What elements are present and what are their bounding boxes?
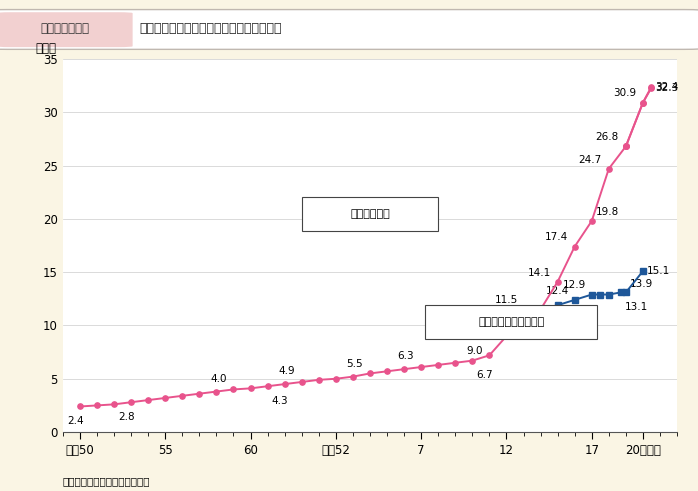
FancyBboxPatch shape (0, 12, 133, 47)
Text: （％）: （％） (35, 42, 56, 55)
Text: 女性委員割合: 女性委員割合 (350, 209, 389, 219)
FancyBboxPatch shape (0, 10, 698, 50)
Text: 11.5: 11.5 (495, 295, 518, 305)
Text: 4.0: 4.0 (210, 374, 226, 384)
Text: 17.4: 17.4 (544, 232, 567, 243)
Text: 13.1: 13.1 (625, 302, 648, 312)
Text: 10.4: 10.4 (476, 331, 500, 341)
Text: 12.4: 12.4 (546, 286, 569, 296)
Text: 女性の専門委員等割合: 女性の専門委員等割合 (478, 317, 544, 327)
FancyBboxPatch shape (302, 197, 438, 231)
Text: 5.5: 5.5 (346, 359, 363, 369)
Text: 4.9: 4.9 (278, 366, 295, 376)
Text: 10.6: 10.6 (495, 329, 518, 339)
Text: 2.4: 2.4 (68, 416, 84, 426)
Text: 24.7: 24.7 (579, 155, 602, 164)
Text: 9.0: 9.0 (466, 346, 482, 356)
Text: 6.3: 6.3 (398, 351, 414, 361)
Text: 11.9: 11.9 (562, 315, 585, 325)
Text: 国の審議会等における女性委員割合の推移: 国の審議会等における女性委員割合の推移 (140, 22, 282, 35)
Text: 14.1: 14.1 (528, 268, 551, 277)
Text: （備考）内閣府資料より作成。: （備考）内閣府資料より作成。 (63, 476, 150, 486)
Text: 4.3: 4.3 (272, 396, 288, 406)
Text: 第１－１－６図: 第１－１－６図 (40, 22, 89, 35)
Text: 2.8: 2.8 (119, 412, 135, 422)
Text: 12.9: 12.9 (563, 280, 586, 290)
Text: 15.1: 15.1 (647, 266, 670, 276)
Text: 19.8: 19.8 (596, 207, 619, 217)
Text: 32.4: 32.4 (655, 82, 679, 92)
Text: 6.7: 6.7 (477, 370, 493, 381)
FancyBboxPatch shape (425, 305, 597, 339)
Text: 32.3: 32.3 (655, 82, 679, 93)
Text: 26.8: 26.8 (595, 132, 619, 142)
Text: 30.9: 30.9 (613, 88, 636, 99)
Text: 13.9: 13.9 (630, 279, 653, 289)
